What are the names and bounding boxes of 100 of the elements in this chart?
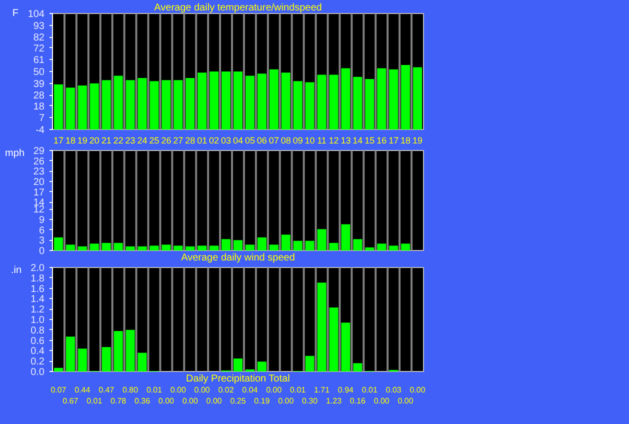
x-tick-label: 25: [149, 136, 160, 146]
bar: [293, 240, 302, 250]
data-label: 0.03: [386, 386, 402, 394]
data-label: 1.23: [326, 396, 342, 406]
y-tick-label: 50: [33, 67, 45, 78]
bar: [377, 244, 386, 250]
bar: [54, 84, 63, 130]
y-tick-label: 12: [33, 204, 45, 216]
bar: [293, 81, 302, 130]
y-tick-label: 0.2: [30, 356, 45, 368]
y-axis-title: mph: [5, 148, 24, 159]
x-tick-label: 02: [209, 136, 220, 146]
x-tick-label: 21: [101, 136, 112, 146]
data-label: 0.00: [182, 396, 198, 406]
y-tick-label: 1.6: [30, 284, 45, 295]
y-tick-label: 17: [33, 187, 45, 198]
y-tick-label: 1.4: [30, 294, 45, 306]
y-tick-label: 26: [33, 156, 45, 168]
data-label: 0.00: [206, 396, 222, 406]
data-label: 0.00: [278, 396, 294, 406]
x-tick-label: 09: [292, 136, 303, 146]
bar: [317, 74, 326, 130]
data-label: 0.00: [398, 396, 414, 406]
bar: [138, 246, 147, 250]
y-tick-label: 0: [38, 246, 45, 257]
x-tick-label: 11: [317, 136, 326, 146]
y-tick-label: 6: [38, 225, 45, 236]
data-label: 0.01: [86, 396, 103, 406]
data-label: 0.07: [50, 386, 67, 394]
data-label: 0.80: [122, 386, 139, 394]
data-label: 0.00: [170, 386, 186, 394]
bar: [234, 240, 242, 250]
x-tick-label: 03: [221, 136, 232, 146]
bar: [281, 72, 290, 130]
bar: [138, 78, 147, 130]
bar: [234, 72, 242, 130]
y-tick-label: 1.8: [30, 273, 45, 284]
bar: [66, 244, 75, 250]
y-tick-label: 29: [33, 146, 45, 157]
x-tick-label: 06: [256, 136, 267, 146]
data-label: 0.01: [146, 386, 163, 394]
bar: [102, 347, 111, 372]
bar: [257, 362, 266, 372]
bar: [198, 72, 207, 130]
bar: [90, 244, 99, 250]
chart-title: Average daily temperature/windspeed: [154, 2, 322, 14]
data-label: 0.30: [302, 396, 318, 406]
bar: [234, 358, 242, 372]
data-label: 1.71: [314, 386, 330, 394]
bar: [78, 85, 87, 130]
y-tick-label: 28: [33, 90, 45, 102]
bar: [365, 247, 374, 250]
data-label: 0.36: [134, 396, 151, 406]
bar: [222, 72, 231, 130]
bar: [114, 76, 123, 130]
bar: [150, 81, 159, 130]
y-tick-label: 20: [33, 177, 45, 188]
x-tick-label: 01: [197, 136, 208, 146]
y-tick-label: 0.8: [30, 325, 45, 336]
data-label: 0.01: [290, 386, 306, 394]
x-tick-label: 13: [340, 136, 351, 146]
y-tick-label: 93: [33, 20, 45, 32]
x-tick-label: 17: [53, 136, 64, 146]
bar: [401, 244, 410, 250]
bar: [353, 239, 362, 250]
bar: [257, 74, 266, 130]
y-tick-label: 18: [33, 101, 45, 112]
text: Daily Precipitation Total: [186, 374, 290, 384]
bar: [186, 246, 195, 250]
data-label: 0.25: [230, 396, 246, 406]
y-tick-label: 0.6: [30, 336, 45, 347]
y-tick-label: 1.0: [30, 315, 45, 326]
bar: [305, 356, 314, 372]
bar: [102, 242, 111, 250]
x-tick-label: 12: [328, 136, 339, 146]
bar: [329, 308, 338, 372]
x-tick-label: 08: [280, 136, 291, 146]
data-label: 0.47: [98, 386, 115, 394]
y-tick-label: 7: [38, 113, 45, 124]
bar: [365, 79, 374, 130]
bar: [305, 82, 314, 130]
data-label: 0.04: [242, 386, 258, 394]
data-label: 0.00: [194, 386, 210, 394]
y-tick-label: 104: [28, 9, 45, 20]
x-tick-label: 22: [113, 136, 124, 146]
data-label: 0.16: [350, 396, 366, 406]
x-tick-label: 19: [412, 136, 423, 146]
y-tick-label: 3: [38, 236, 45, 247]
bar: [138, 352, 147, 372]
bar: [269, 69, 278, 130]
y-axis-title: .in: [10, 265, 22, 276]
bar: [78, 246, 87, 250]
data-label: 0.67: [62, 396, 79, 406]
x-tick-label: 14: [352, 136, 363, 146]
y-tick-label: 9: [38, 214, 45, 226]
bar: [317, 282, 326, 372]
bar: [66, 336, 75, 372]
x-tick-label: 18: [400, 136, 411, 146]
bar: [389, 69, 398, 130]
x-tick-label: 16: [376, 136, 387, 146]
